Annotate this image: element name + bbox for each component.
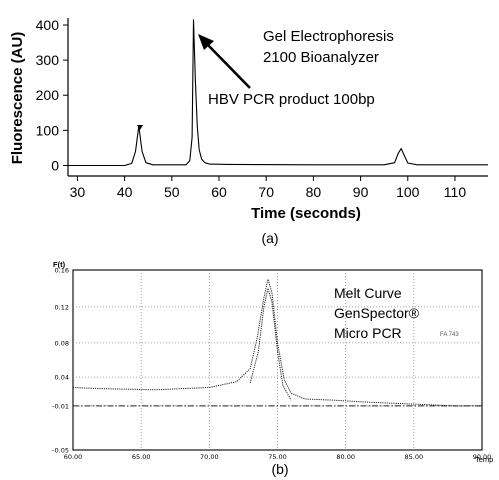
chart-a-y-tick-label: 100 <box>36 122 60 138</box>
chart-b-x-tick-label: 70.00 <box>200 453 219 461</box>
chart-a-series-line-0 <box>68 19 488 167</box>
chart-b-y-tick-label: -0.01 <box>52 402 69 410</box>
chart-a-y-ticks: 0 100 200 300 400 <box>36 17 68 173</box>
chart-b-y-tick-label: 0.16 <box>55 267 69 275</box>
chart-b-x-ticks: 60.00 65.00 70.00 75.00 80.00 85.00 90.00 <box>64 453 492 461</box>
chart-a-annotation-line1: Gel Electrophoresis <box>263 28 394 45</box>
chart-b-title-line2: GenSpector® <box>334 305 420 321</box>
chart-b-series-line-2 <box>249 288 292 401</box>
chart-a-x-ticks: 30 40 50 60 70 80 90 100 110 <box>70 176 467 200</box>
chart-a-x-tick-label: 100 <box>396 184 420 200</box>
chart-a-x-tick-label: 60 <box>211 184 227 200</box>
chart-b-title-line3: Micro PCR <box>334 325 402 341</box>
chart-b-panel-label: (b) <box>271 461 288 477</box>
chart-b-grid <box>73 270 482 450</box>
chart-a-y-tick-label: 400 <box>36 17 60 33</box>
chart-b-series-line-1 <box>72 279 482 407</box>
chart-a-y-tick-label: 0 <box>51 157 59 173</box>
chart-a-series <box>68 19 488 167</box>
chart-b-y-axis-title: F(t) <box>53 260 66 269</box>
chart-a-arrow-icon <box>198 34 251 89</box>
chart-a: 0 100 200 300 400 30 40 50 60 70 80 90 100 110 Fluor… <box>9 17 488 246</box>
chart-b-series <box>72 279 482 407</box>
chart-b-x-tick-label: 90.00 <box>473 453 492 461</box>
chart-b-small-label: FA 743 <box>440 332 459 338</box>
chart-a-y-tick-label: 300 <box>36 52 60 68</box>
chart-a-x-tick-label: 30 <box>70 184 86 200</box>
chart-b-x-axis-title: Temp <box>475 455 493 464</box>
chart-a-x-tick-label: 90 <box>353 184 369 200</box>
chart-a-peak-marker-icon <box>137 125 143 130</box>
chart-a-x-tick-label: 80 <box>306 184 322 200</box>
chart-b-title-line1: Melt Curve <box>334 285 402 301</box>
chart-b: 0.16 0.12 0.08 0.04 -0.01 -0.05 60.00 65.00 70.… <box>52 260 493 477</box>
chart-b-y-tick-label: -0.05 <box>52 447 69 455</box>
chart-b-y-tick-label: 0.04 <box>55 374 69 382</box>
chart-b-x-tick-label: 80.00 <box>336 453 355 461</box>
chart-b-x-tick-label: 65.00 <box>132 453 151 461</box>
chart-a-x-tick-label: 40 <box>117 184 133 200</box>
chart-a-annotation-hbv: HBV PCR product 100bp <box>208 91 375 108</box>
chart-a-panel-label: (a) <box>261 230 278 246</box>
chart-b-x-tick-label: 60.00 <box>64 453 83 461</box>
chart-a-y-axis-title: Fluorescence (AU) <box>9 32 26 165</box>
chart-a-x-axis-title: Time (seconds) <box>251 205 361 222</box>
chart-a-y-tick-label: 200 <box>36 87 60 103</box>
chart-a-x-tick-label: 50 <box>164 184 180 200</box>
chart-a-annotation-line2: 2100 Bioanalyzer <box>263 49 379 66</box>
chart-b-x-tick-label: 75.00 <box>268 453 287 461</box>
chart-b-y-tick-label: 0.12 <box>55 303 69 311</box>
chart-b-y-tick-label: 0.08 <box>55 339 69 347</box>
chart-a-x-tick-label: 70 <box>258 184 274 200</box>
chart-a-x-tick-label: 110 <box>444 184 467 200</box>
chart-b-x-tick-label: 85.00 <box>405 453 424 461</box>
chart-b-y-ticks: 0.16 0.12 0.08 0.04 -0.01 -0.05 <box>52 267 69 455</box>
